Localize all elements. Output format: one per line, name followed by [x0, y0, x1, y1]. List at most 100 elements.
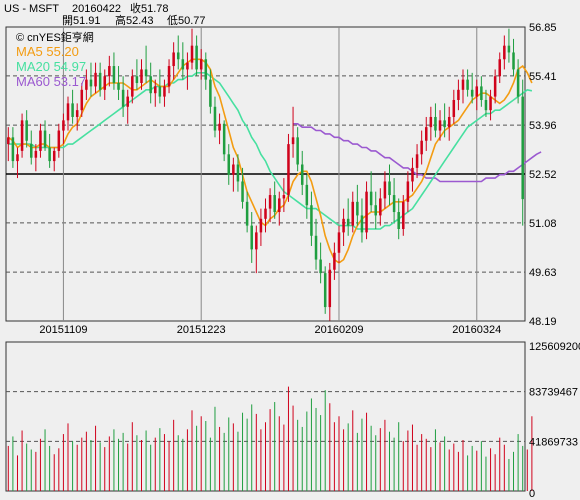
- candle-body: [360, 215, 364, 233]
- candle-body: [213, 106, 217, 131]
- candle-body: [287, 144, 290, 196]
- candle-body: [434, 116, 437, 131]
- candle-body: [222, 123, 226, 155]
- candle-body: [121, 89, 125, 107]
- volume-bars: [7, 386, 533, 491]
- candle-body: [144, 69, 148, 77]
- price-axis: 56.85 55.41 53.96 52.52 51.08 49.63 48.19: [529, 22, 557, 328]
- candle-body: [406, 181, 410, 202]
- candle-body: [227, 154, 231, 175]
- candle-body: [282, 195, 286, 199]
- candle-body: [273, 195, 276, 213]
- candle-body: [34, 150, 38, 158]
- candle-body: [438, 120, 442, 131]
- candle-body: [480, 86, 483, 100]
- price-tick-label: 49.63: [529, 267, 557, 279]
- date-axis: 20151109 20151223 20160209 20160324: [39, 324, 501, 336]
- candle-body: [190, 45, 194, 63]
- candle-body: [337, 232, 341, 253]
- candle-body: [52, 150, 56, 162]
- candle-body: [43, 130, 47, 148]
- volume-tick-label: 41869733: [529, 436, 578, 448]
- date-tick-label: 20151109: [39, 324, 87, 336]
- candle-body: [204, 59, 208, 80]
- candle-body: [429, 116, 433, 128]
- candles: [7, 28, 524, 321]
- high-label: 高52.43: [115, 13, 154, 27]
- candle-body: [245, 201, 249, 226]
- symbol-label: US - MSFT: [4, 3, 59, 15]
- candle-body: [48, 147, 51, 162]
- candle-body: [333, 252, 336, 270]
- candle-body: [291, 137, 295, 145]
- candle-body: [94, 72, 97, 87]
- price-tick-label: 56.85: [529, 22, 557, 34]
- candle-body: [388, 181, 391, 196]
- candle-body: [255, 232, 258, 250]
- candle-body: [383, 181, 387, 199]
- watermark: © cnYES鉅亨網: [16, 30, 94, 44]
- candle-body: [310, 205, 313, 236]
- candle-body: [516, 69, 520, 97]
- candle-body: [323, 273, 327, 308]
- candle-body: [181, 59, 185, 70]
- candle-body: [420, 140, 423, 155]
- price-tick-label: 55.41: [529, 71, 557, 83]
- candle-body: [62, 120, 65, 131]
- candle-body: [39, 130, 42, 151]
- candle-body: [66, 103, 70, 121]
- candle-body: [379, 198, 382, 216]
- legend-ma20: MA20 54.97: [16, 59, 86, 74]
- candle-body: [447, 116, 451, 128]
- candle-body: [356, 201, 359, 216]
- ma20-line: [8, 72, 533, 230]
- candle-body: [117, 83, 120, 90]
- candle-body: [507, 45, 511, 53]
- candle-body: [98, 72, 102, 90]
- volume-tick-label: 125609200: [529, 341, 580, 353]
- date-tick-label: 20151223: [177, 324, 226, 336]
- candle-body: [475, 86, 479, 97]
- date-tick-label: 20160209: [315, 324, 364, 336]
- candle-body: [158, 86, 162, 97]
- date-label: 20160422: [72, 3, 121, 15]
- candle-body: [218, 123, 221, 131]
- candle-body: [314, 235, 318, 260]
- candle-body: [489, 96, 492, 111]
- candle-body: [75, 110, 79, 117]
- price-tick-label: 52.52: [529, 169, 557, 181]
- price-tick-label: 51.08: [529, 218, 557, 230]
- candle-body: [25, 120, 28, 141]
- candle-body: [296, 137, 299, 165]
- candle-body: [259, 218, 263, 233]
- candle-body: [140, 69, 143, 84]
- candle-body: [521, 96, 524, 200]
- volume-tick-label: 83739467: [529, 387, 578, 399]
- candle-body: [300, 164, 304, 185]
- candle-body: [369, 191, 373, 206]
- price-grid: [6, 27, 525, 321]
- volume-axis: 125609200 83739467 41869733 0: [529, 341, 580, 500]
- candle-body: [250, 225, 253, 250]
- candle-body: [16, 154, 19, 162]
- candle-body: [484, 99, 488, 111]
- candle-body: [236, 164, 240, 182]
- candle-body: [415, 154, 419, 168]
- candle-body: [351, 201, 355, 226]
- price-tick-label: 48.19: [529, 316, 557, 328]
- candle-body: [461, 79, 465, 90]
- candle-body: [470, 89, 474, 97]
- candle-body: [346, 218, 350, 226]
- candle-body: [466, 79, 469, 90]
- candle-body: [108, 66, 111, 77]
- candle-body: [7, 137, 10, 145]
- candle-body: [411, 167, 414, 182]
- candle-body: [264, 208, 267, 219]
- candle-body: [319, 259, 322, 274]
- open-label: 開51.91: [62, 14, 101, 27]
- candle-body: [402, 201, 405, 229]
- candle-body: [498, 59, 502, 77]
- low-label: 低50.77: [167, 14, 206, 27]
- candle-body: [20, 120, 24, 151]
